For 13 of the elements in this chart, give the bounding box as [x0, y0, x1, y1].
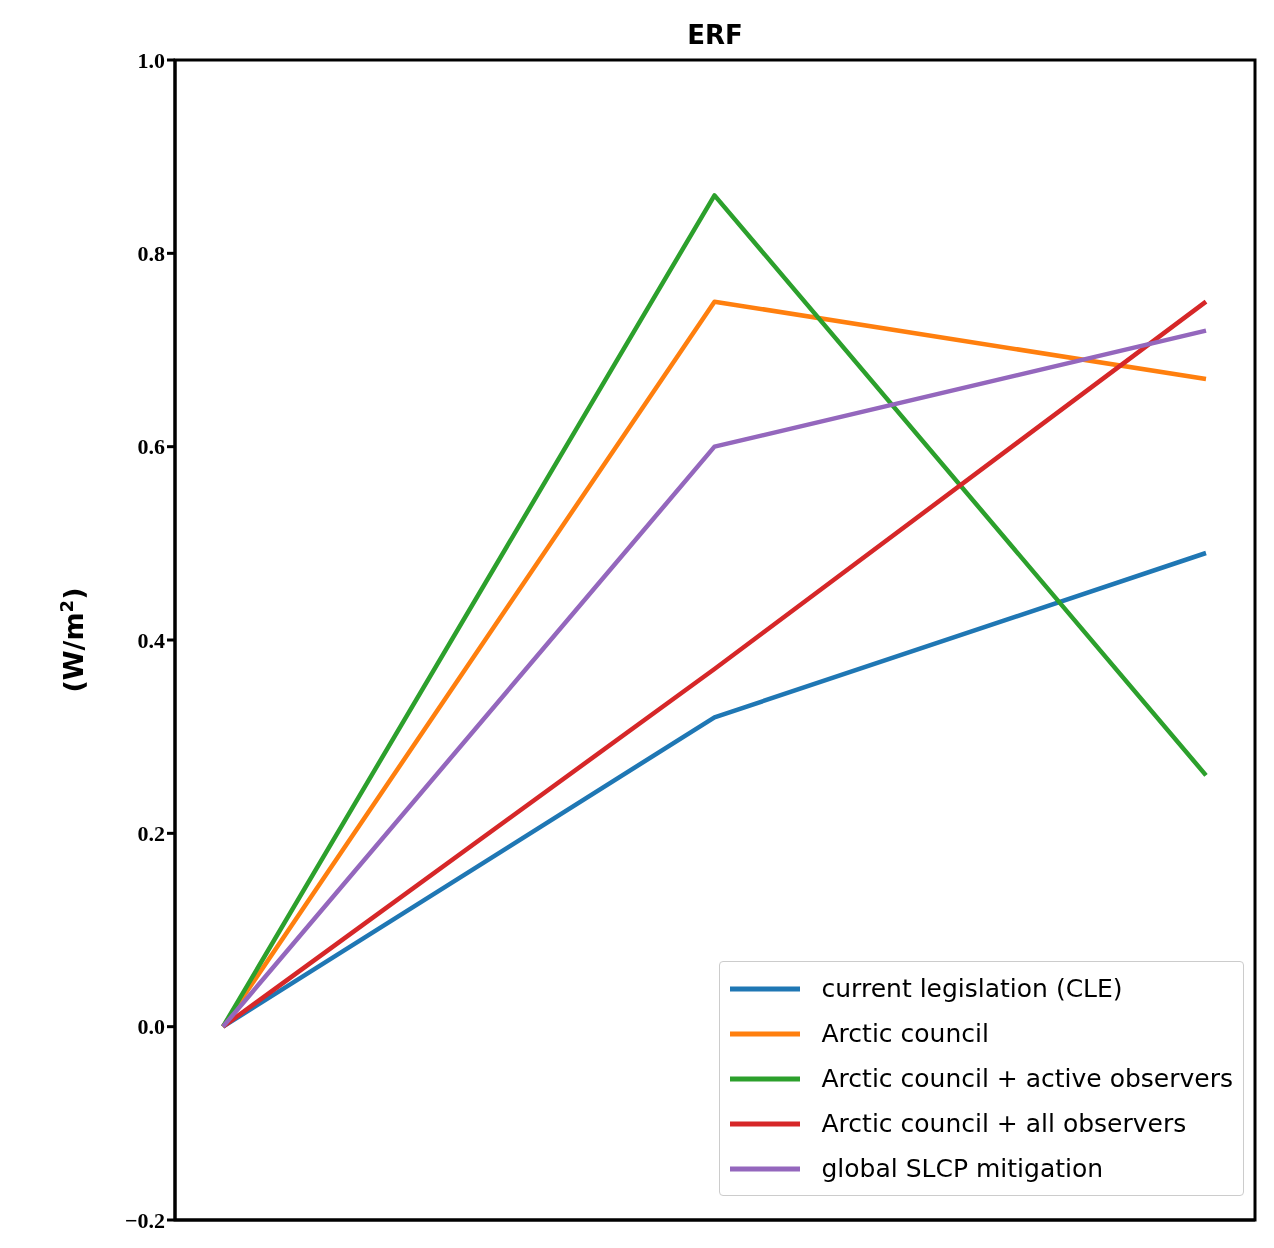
y-tick-label: 1.0 [137, 47, 165, 73]
y-tick-label: 0.4 [137, 627, 165, 653]
legend-label: Arctic council [821, 1019, 989, 1048]
y-tick-label: 0.6 [137, 434, 165, 460]
legend-label: Arctic council + active observers [821, 1064, 1233, 1093]
legend-label: Arctic council + all observers [821, 1109, 1187, 1138]
y-tick-label: 0.2 [137, 821, 165, 847]
y-tick-label: −0.2 [124, 1207, 165, 1233]
chart-title: ERF [686, 20, 744, 50]
y-tick-label: 0.0 [137, 1014, 165, 1040]
legend-label: global SLCP mitigation [821, 1154, 1104, 1183]
y-tick-label: 0.8 [137, 241, 165, 267]
legend-label: current legislation (CLE) [821, 974, 1123, 1003]
